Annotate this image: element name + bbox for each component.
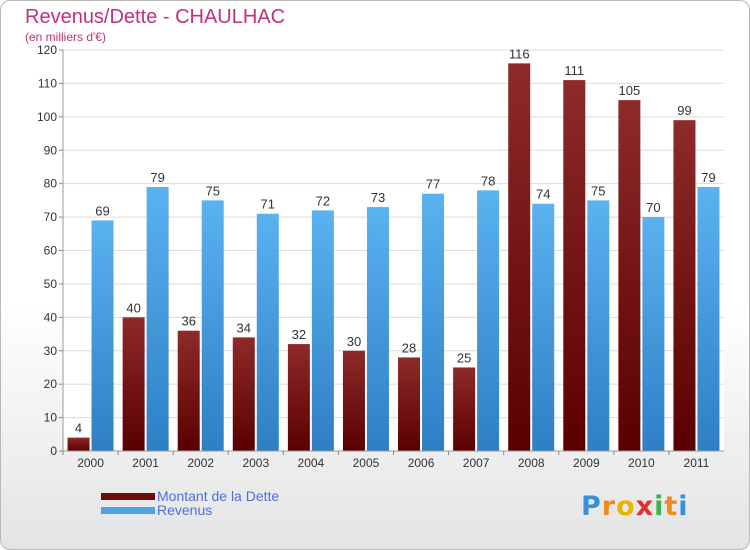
data-label: 70: [646, 200, 660, 215]
data-label: 30: [347, 334, 361, 349]
data-label: 72: [316, 193, 330, 208]
data-label: 111: [564, 63, 584, 78]
data-label: 116: [509, 46, 530, 61]
x-tick-label: 2003: [242, 456, 269, 470]
data-label: 4: [75, 421, 82, 436]
bar-dette: [618, 100, 641, 451]
data-label: 75: [205, 183, 219, 198]
y-tick-label: 110: [38, 76, 57, 90]
y-tick-label: 120: [37, 43, 57, 57]
bar-dette: [342, 350, 365, 451]
x-tick-label: 2002: [187, 456, 214, 470]
legend-item-debt: Montant de la Dette: [101, 488, 279, 504]
logo-letter: i: [678, 491, 689, 522]
data-label: 28: [402, 340, 416, 355]
y-tick-label: 70: [44, 210, 58, 224]
logo-letter: x: [635, 491, 655, 522]
y-tick-label: 30: [44, 344, 58, 358]
data-label: 75: [591, 183, 605, 198]
data-label: 25: [457, 350, 471, 365]
bar-dette: [287, 344, 310, 451]
bar-revenus: [477, 190, 500, 451]
logo-letter: P: [581, 491, 602, 522]
y-tick-label: 50: [44, 277, 58, 291]
y-tick-label: 60: [44, 244, 58, 258]
data-label: 71: [261, 197, 275, 212]
bar-revenus: [256, 213, 279, 451]
legend-label-revenus: Revenus: [157, 502, 213, 518]
bar-dette: [453, 367, 476, 451]
bar-revenus: [697, 187, 720, 451]
data-label: 79: [701, 170, 715, 185]
x-tick-label: 2004: [298, 456, 325, 470]
y-tick-label: 0: [50, 444, 57, 458]
bars: [67, 63, 720, 452]
bar-dette: [122, 317, 145, 451]
bar-revenus: [587, 200, 610, 451]
bar-revenus: [201, 200, 224, 451]
x-tick-label: 2007: [463, 456, 490, 470]
y-tick-label: 90: [44, 143, 58, 157]
proxiti-logo: Proxiti: [581, 491, 689, 522]
x-tick-label: 2010: [628, 456, 655, 470]
data-label: 32: [292, 327, 306, 342]
y-tick-label: 100: [37, 110, 57, 124]
bar-revenus: [91, 220, 114, 451]
data-label: 73: [371, 190, 385, 205]
gridlines: [63, 49, 724, 452]
value-labels: 4 69 40 79 36 75 34 71 32 72 30 73 28 77 25 78 116 74 111 7…: [75, 46, 716, 435]
y-tick-label: 20: [44, 377, 58, 391]
bar-dette: [232, 337, 255, 451]
y-tick-label: 10: [44, 411, 58, 425]
x-tick-label: 2009: [573, 456, 600, 470]
data-label: 99: [677, 103, 691, 118]
logo-letter: o: [616, 491, 636, 522]
x-tick-label: 2005: [353, 456, 380, 470]
data-label: 34: [237, 320, 251, 335]
bar-revenus: [366, 207, 389, 451]
bar-revenus: [642, 217, 665, 451]
bar-revenus: [422, 193, 445, 452]
chart-title: Revenus/Dette - CHAULHAC: [25, 6, 286, 28]
bar-dette: [67, 437, 90, 451]
x-tick-label: 2008: [518, 456, 545, 470]
data-label: 69: [95, 203, 109, 218]
logo-letter: i: [654, 491, 665, 522]
y-tick-label: 40: [44, 310, 58, 324]
legend-item-revenus: Revenus: [101, 502, 212, 518]
bar-dette: [673, 120, 696, 452]
data-label: 36: [181, 314, 195, 329]
legend-swatch-debt: [101, 492, 155, 500]
x-tick-label: 2000: [77, 456, 104, 470]
bar-dette: [177, 330, 200, 451]
x-tick-label: 2006: [408, 456, 435, 470]
legend-label-debt: Montant de la Dette: [157, 488, 280, 504]
data-label: 74: [536, 187, 550, 202]
bar-dette: [398, 357, 421, 451]
data-label: 79: [150, 170, 164, 185]
bar-dette: [563, 80, 586, 451]
bar-revenus: [146, 187, 169, 451]
logo-letter: r: [601, 491, 617, 522]
data-label: 77: [426, 177, 440, 192]
bar-revenus: [532, 203, 555, 451]
chart-subtitle: (en milliers d'€): [25, 30, 106, 44]
x-tick-label: 2001: [132, 456, 159, 470]
data-label: 78: [481, 173, 495, 188]
logo-letter: t: [664, 491, 679, 522]
bar-dette: [508, 63, 531, 451]
bar-revenus: [311, 210, 334, 451]
axes: 0 10 20 30 40 50 60 70 80 90 100 110 120 2000 2001 2002…: [37, 43, 724, 470]
x-tick-label: 2011: [684, 456, 710, 470]
data-label: 105: [619, 83, 641, 98]
y-tick-label: 80: [44, 177, 58, 191]
data-label: 40: [126, 300, 140, 315]
legend-swatch-revenus: [101, 506, 155, 514]
